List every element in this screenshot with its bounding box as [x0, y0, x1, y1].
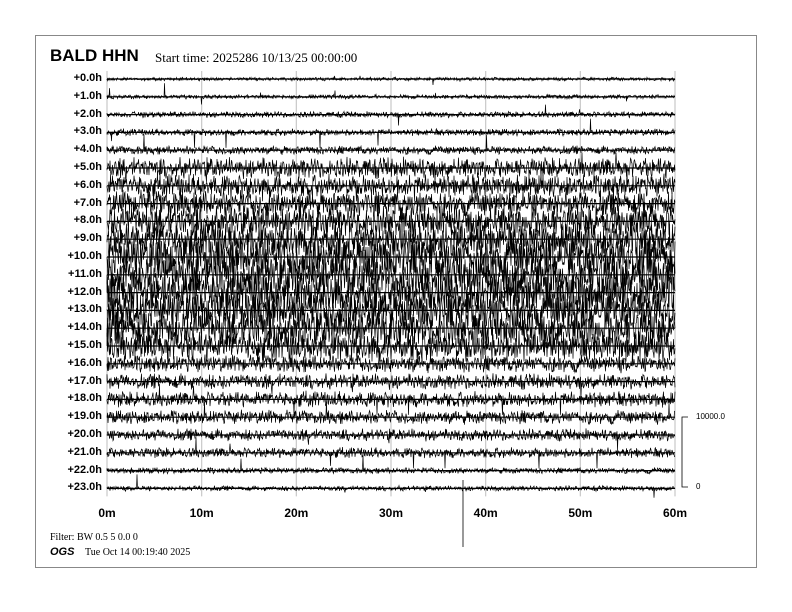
row-label: +17.0h — [67, 374, 102, 387]
station-title: BALD HHN — [50, 46, 139, 65]
x-tick-label: 0m — [98, 506, 116, 520]
row-label: +7.0h — [73, 196, 102, 209]
plot-timestamp: Tue Oct 14 00:19:40 2025 — [85, 547, 191, 558]
x-tick-label: 60m — [662, 506, 688, 520]
row-label: +1.0h — [73, 89, 102, 102]
x-tick-label: 30m — [378, 506, 404, 520]
trace-hour-11 — [106, 258, 676, 291]
x-tick-label: 10m — [189, 506, 214, 520]
row-label: +2.0h — [73, 107, 102, 120]
row-label: +9.0h — [73, 232, 102, 245]
amplitude-scale-bar — [681, 416, 688, 488]
row-label: +22.0h — [67, 463, 102, 476]
row-label: +6.0h — [73, 178, 102, 191]
plot-frame — [35, 35, 757, 568]
trace-hour-17 — [106, 373, 676, 398]
row-label: +19.0h — [67, 410, 102, 423]
agency-logo: OGS — [50, 546, 75, 558]
row-label: +18.0h — [67, 392, 102, 405]
x-tick-label: 40m — [473, 506, 498, 520]
trace-hour-19 — [106, 401, 676, 426]
start-time: Start time: 2025286 10/13/25 00:00:00 — [155, 50, 358, 65]
scale-bottom-label: 0 — [696, 482, 701, 491]
row-label: +12.0h — [67, 285, 102, 298]
row-label: +3.0h — [73, 125, 102, 138]
row-label: +8.0h — [73, 214, 102, 227]
row-label: +21.0h — [67, 445, 102, 458]
row-label: +20.0h — [67, 428, 102, 440]
row-label: +15.0h — [67, 339, 102, 351]
row-label: +16.0h — [67, 356, 102, 369]
trace-hour-3 — [106, 118, 676, 148]
row-label: +4.0h — [73, 143, 102, 156]
trace-hour-7 — [106, 188, 676, 218]
row-label: +5.0h — [73, 161, 102, 173]
row-label: +10.0h — [67, 250, 102, 262]
filter-info: Filter: BW 0.5 5 0.0 0 — [50, 532, 138, 543]
row-label: +23.0h — [67, 481, 102, 494]
scale-top-label: 10000.0 — [696, 412, 725, 421]
row-label: +0.0h — [73, 72, 102, 84]
x-tick-label: 50m — [568, 506, 593, 520]
trace-hour-8 — [106, 205, 676, 238]
trace-hour-13 — [106, 293, 676, 327]
x-tick-label: 20m — [284, 506, 309, 520]
row-label: +13.0h — [67, 303, 102, 316]
row-label: +14.0h — [67, 321, 102, 334]
trace-hour-16 — [106, 348, 676, 374]
row-label: +11.0h — [68, 267, 102, 280]
trace-hour-15 — [106, 330, 676, 362]
